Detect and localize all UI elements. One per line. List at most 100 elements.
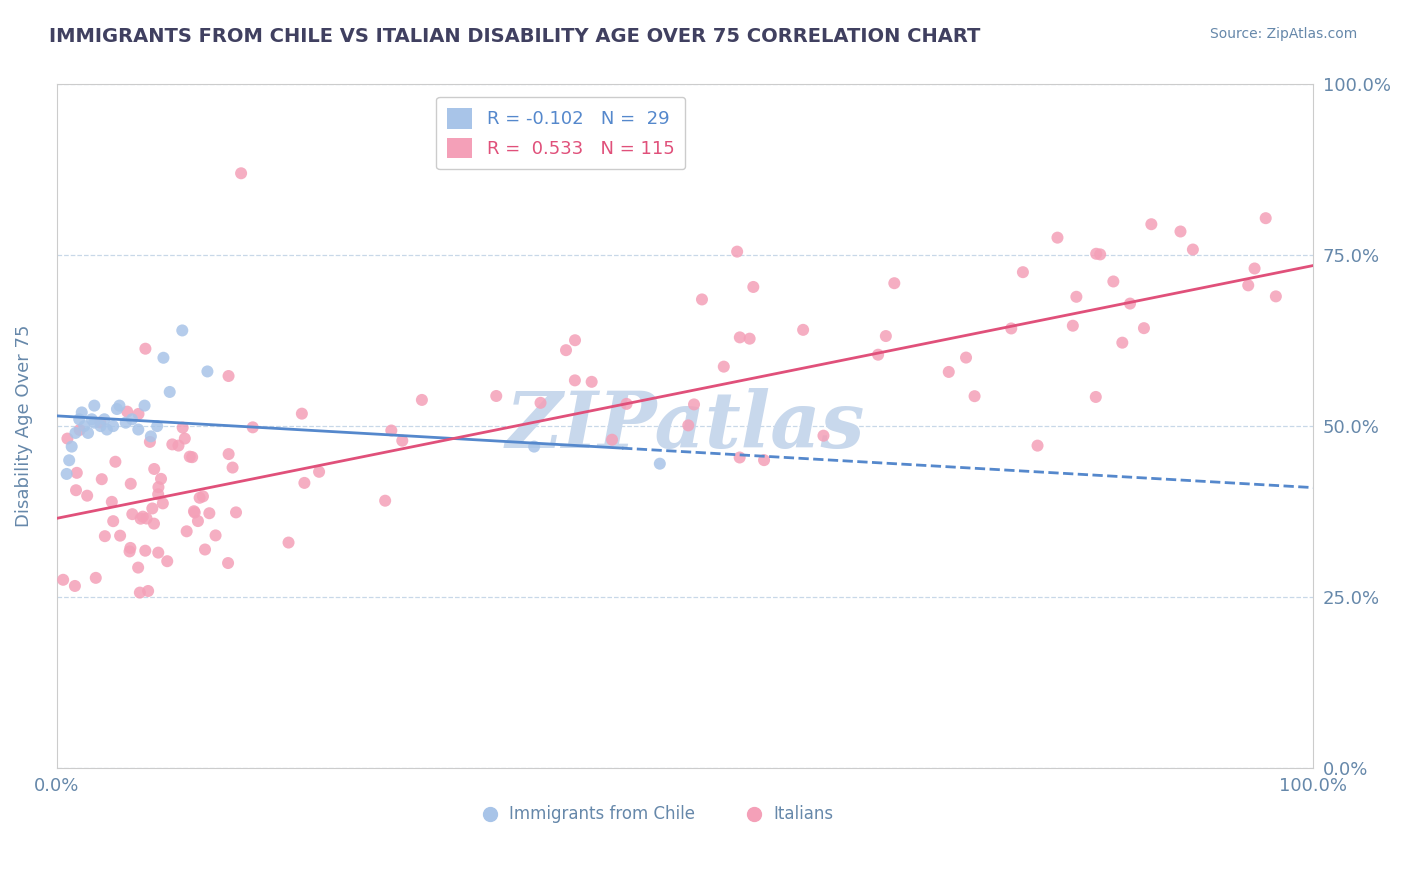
Point (221, 460, 243, 475)
Point (1119, 296, 1142, 310)
Point (411, 392, 433, 407)
Point (152, 496, 174, 510)
Point (103, 514, 125, 528)
Point (66, 466, 89, 480)
Point (291, 407, 314, 421)
Point (204, 528, 226, 542)
Point (1264, 289, 1286, 303)
Point (1111, 335, 1133, 350)
Point (108, 399, 131, 413)
Point (725, 244, 748, 259)
Point (101, 495, 124, 509)
Point (70, 405, 93, 419)
Point (277, 535, 299, 549)
Point (181, 450, 204, 465)
Point (1254, 211, 1277, 226)
Point (56, 432, 79, 446)
Point (1085, 246, 1108, 260)
Point (156, 554, 179, 568)
Point (76, 489, 98, 503)
Point (728, 450, 751, 465)
Point (118, 544, 141, 558)
Point (159, 384, 181, 399)
Point (742, 280, 765, 294)
Point (104, 455, 127, 469)
Point (1066, 290, 1088, 304)
Point (197, 364, 219, 378)
Point (1102, 275, 1125, 289)
Point (191, 489, 214, 503)
Point (173, 432, 195, 446)
Point (67, 412, 90, 426)
Point (728, 330, 751, 344)
Point (868, 348, 890, 362)
Point (187, 514, 209, 528)
Point (308, 465, 330, 479)
Point (134, 342, 156, 356)
Point (229, 166, 252, 180)
Point (128, 585, 150, 599)
Point (162, 437, 184, 451)
Text: Immigrants from Chile: Immigrants from Chile (509, 805, 695, 823)
Point (134, 543, 156, 558)
Point (148, 480, 170, 494)
Point (1084, 390, 1107, 404)
Point (77, 425, 100, 440)
Point (813, 428, 835, 442)
Point (172, 323, 194, 337)
Point (115, 404, 138, 418)
Point (738, 332, 761, 346)
Point (523, 440, 546, 454)
Point (65, 425, 87, 440)
Point (242, 420, 264, 434)
Point (120, 541, 142, 555)
Point (101, 419, 124, 434)
Point (391, 434, 413, 448)
Point (146, 419, 169, 434)
Point (73, 419, 96, 434)
Point (581, 375, 603, 389)
Point (65, 483, 87, 498)
Point (955, 351, 977, 365)
Point (713, 359, 735, 374)
Point (139, 434, 162, 449)
Point (648, 457, 671, 471)
Point (90, 472, 112, 486)
Point (1046, 230, 1069, 244)
Point (83, 416, 105, 430)
Point (127, 560, 149, 574)
Point (1000, 321, 1022, 335)
Point (678, 418, 700, 433)
Point (134, 399, 156, 413)
Point (529, 396, 551, 410)
Point (198, 506, 221, 520)
Point (90, 419, 112, 434)
Point (139, 429, 162, 443)
Legend: R = -0.102   N =  29, R =  0.533   N = 115: R = -0.102 N = 29, R = 0.533 N = 115 (436, 97, 686, 169)
Point (380, 424, 402, 438)
Point (616, 397, 638, 411)
Point (69, 423, 91, 437)
Point (683, 397, 706, 411)
Point (55, 467, 77, 481)
Point (225, 505, 247, 519)
Point (963, 389, 986, 403)
Point (176, 524, 198, 539)
Point (148, 546, 170, 560)
Point (136, 584, 159, 599)
Y-axis label: Disability Age Over 75: Disability Age Over 75 (15, 325, 32, 527)
Point (875, 329, 897, 343)
Point (60, 440, 83, 454)
Point (129, 511, 152, 525)
Point (80, 412, 103, 426)
Point (690, 293, 713, 307)
Point (94, 529, 117, 543)
Point (1133, 321, 1156, 335)
Point (1012, 265, 1035, 279)
Point (105, 402, 128, 417)
Point (143, 516, 166, 531)
Point (555, 343, 578, 358)
Point (217, 556, 239, 570)
Point (141, 501, 163, 516)
Point (179, 450, 201, 464)
